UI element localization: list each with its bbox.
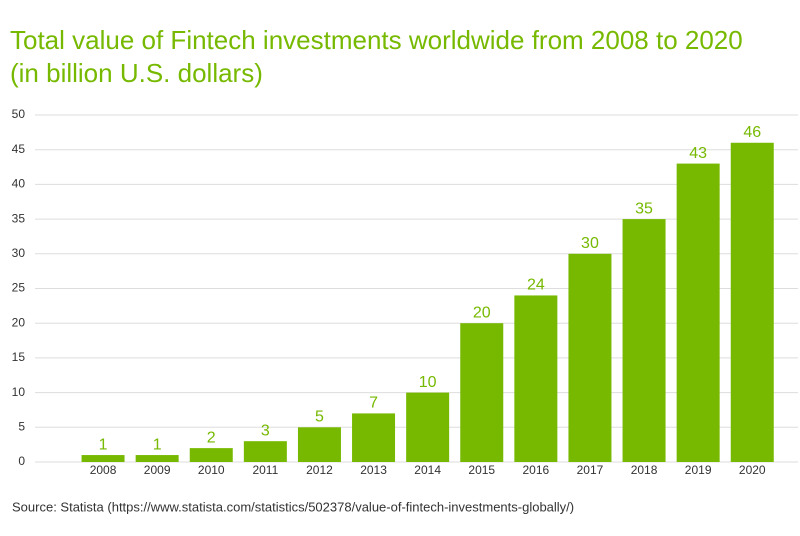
y-tick-label: 50 — [12, 107, 26, 121]
source-note: Source: Statista (https://www.statista.c… — [12, 499, 574, 514]
y-tick-label: 40 — [12, 177, 26, 191]
value-label: 1 — [99, 436, 108, 453]
y-tick-label: 0 — [18, 454, 25, 468]
x-tick-label: 2012 — [306, 463, 333, 477]
value-label: 3 — [261, 422, 270, 439]
x-tick-label: 2008 — [90, 463, 117, 477]
x-tick-label: 2014 — [414, 463, 441, 477]
y-tick-label: 10 — [12, 385, 26, 399]
y-tick-label: 20 — [12, 315, 26, 329]
x-tick-label: 2010 — [198, 463, 225, 477]
bar — [135, 455, 179, 462]
bar — [406, 392, 450, 462]
y-tick-label: 45 — [12, 142, 26, 156]
y-tick-label: 35 — [12, 211, 26, 225]
value-label: 46 — [743, 124, 761, 141]
bar — [514, 295, 558, 462]
x-tick-label: 2016 — [522, 463, 549, 477]
x-tick-label: 2009 — [144, 463, 171, 477]
x-tick-label: 2015 — [468, 463, 495, 477]
x-tick-label: 2017 — [577, 463, 604, 477]
y-tick-label: 30 — [12, 246, 26, 260]
bar — [568, 253, 612, 462]
y-tick-label: 15 — [12, 350, 26, 364]
x-tick-label: 2013 — [360, 463, 387, 477]
y-tick-label: 5 — [18, 419, 25, 433]
value-label: 24 — [527, 277, 545, 294]
chart-title: Total value of Fintech investments world… — [10, 25, 743, 55]
bar — [352, 413, 396, 462]
value-label: 30 — [581, 235, 599, 252]
value-label: 35 — [635, 200, 653, 217]
value-label: 20 — [473, 304, 491, 321]
value-label: 10 — [419, 374, 437, 391]
bar — [730, 142, 774, 462]
bar — [81, 455, 125, 462]
value-label: 7 — [369, 395, 378, 412]
x-tick-label: 2011 — [252, 463, 278, 477]
bar — [676, 163, 720, 462]
value-label: 43 — [689, 145, 707, 162]
chart-subtitle: (in billion U.S. dollars) — [10, 58, 263, 88]
bar — [622, 219, 666, 462]
value-label: 5 — [315, 409, 324, 426]
value-label: 2 — [207, 429, 216, 446]
x-tick-label: 2020 — [739, 463, 766, 477]
bar — [297, 427, 341, 462]
bar — [243, 441, 287, 462]
bar — [460, 323, 504, 462]
y-tick-label: 25 — [12, 281, 26, 295]
value-label: 1 — [153, 436, 162, 453]
bar — [189, 448, 233, 462]
x-tick-label: 2019 — [685, 463, 712, 477]
x-tick-label: 2018 — [631, 463, 658, 477]
